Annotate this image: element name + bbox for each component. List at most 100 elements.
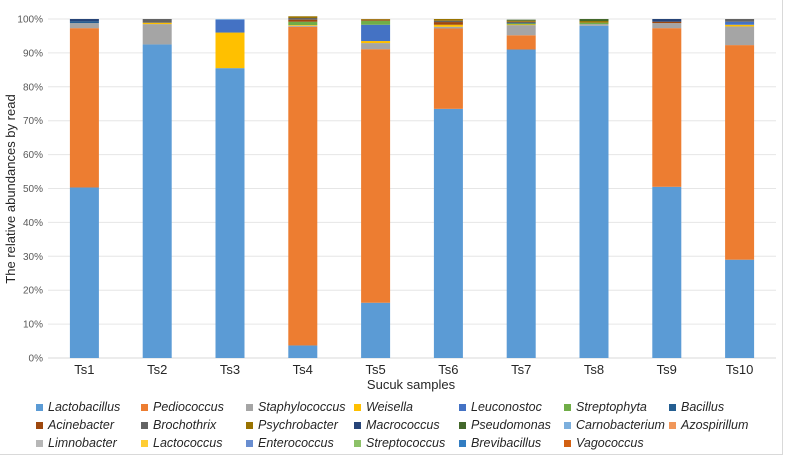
bar-segment-staphylococcus	[142, 24, 172, 45]
legend-swatch	[564, 421, 571, 429]
x-tick-label: Ts6	[438, 362, 458, 377]
bar-segment-brochothrix	[142, 19, 172, 23]
legend-row: Lactobacillus Pediococcus Staphylococcus We…	[36, 398, 776, 416]
bar-segment-staphylococcus	[69, 23, 99, 29]
bar-segment-acinebacter	[288, 19, 318, 22]
legend-label: Limnobacter	[48, 436, 117, 450]
bar-segment-lactobacillus	[725, 259, 755, 358]
legend-swatch	[669, 403, 676, 411]
legend-swatch	[36, 421, 43, 429]
bar-segment-acinebacter	[506, 21, 536, 23]
x-axis-ticks: Ts1 Ts2 Ts3 Ts4 Ts5 Ts6 Ts7 Ts8 Ts9 Ts10	[74, 362, 753, 377]
legend-item: Weisella	[354, 400, 459, 414]
legend-label: Acinebacter	[48, 418, 115, 432]
y-tick-label: 90%	[23, 48, 43, 59]
y-tick-label: 100%	[17, 15, 43, 26]
legend-swatch	[459, 439, 466, 447]
bar-stack-ts7	[506, 19, 536, 358]
y-tick-label: 70%	[23, 116, 43, 127]
bar-segment-leuconostoc	[215, 19, 245, 33]
bar-segment-pediococcus	[725, 45, 755, 260]
legend-row: Acinebacter Brochothrix Psychrobacter Macro…	[36, 416, 776, 434]
bar-segment-weisella	[361, 41, 391, 44]
legend-swatch	[36, 439, 43, 447]
bar-segment-psychrobacter	[288, 16, 318, 18]
legend-item: Staphylococcus	[246, 400, 354, 414]
legend-swatch	[459, 421, 466, 429]
bar-segment-lactobacillus	[215, 68, 245, 358]
legend-item: Bacillus	[669, 400, 774, 414]
bar-segment-leuconostoc	[725, 21, 755, 25]
legend-item: Azospirillum	[669, 418, 774, 432]
bar-stack-ts1	[69, 19, 99, 358]
legend-item: Streptophyta	[564, 400, 669, 414]
legend-item: Brochothrix	[141, 418, 246, 432]
legend-label: Brevibacillus	[471, 436, 542, 450]
legend-item: Pediococcus	[141, 400, 246, 414]
bar-segment-lactobacillus	[361, 302, 391, 358]
legend: Lactobacillus Pediococcus Staphylococcus We…	[36, 398, 776, 452]
bar-segment-pediococcus	[69, 28, 99, 188]
bar-segment-bacillus	[506, 22, 536, 24]
x-tick-label: Ts10	[726, 362, 753, 377]
legend-swatch	[354, 403, 361, 411]
legend-item: Streptococcus	[354, 436, 459, 450]
bar-segment-staphylococcus	[506, 25, 536, 36]
legend-swatch	[459, 403, 466, 411]
bar-stack-ts8	[579, 19, 609, 359]
bar-stack-ts3	[215, 19, 245, 358]
legend-row: Limnobacter Lactococcus Enterococcus Strept…	[36, 434, 776, 452]
bar-segment-psychrobacter	[361, 19, 391, 20]
bar-segment-bacillus	[69, 21, 99, 24]
legend-item: Psychrobacter	[246, 418, 354, 432]
legend-swatch	[354, 421, 361, 429]
legend-label: Leuconostoc	[471, 400, 542, 414]
legend-label: Lactobacillus	[48, 400, 121, 414]
legend-swatch	[354, 439, 361, 447]
bar-segment-pediococcus	[361, 49, 391, 303]
legend-swatch	[141, 421, 148, 429]
bar-segment-pseudomonas	[506, 19, 536, 21]
bar-stack-ts6	[433, 19, 463, 359]
bar-segment-lactobacillus	[579, 25, 609, 359]
bar-segment-weisella	[725, 24, 755, 27]
legend-label: Brochothrix	[153, 418, 217, 432]
bar-segment-leuconostoc	[361, 24, 391, 42]
bar-segment-macrococcus	[69, 19, 99, 22]
legend-swatch	[564, 403, 571, 411]
bar-segment-lactobacillus	[652, 186, 682, 358]
legend-swatch	[141, 439, 148, 447]
y-tick-label: 0%	[29, 354, 44, 365]
bar-segment-staphylococcus	[579, 24, 609, 26]
legend-swatch	[36, 403, 43, 411]
bar-segment-brochothrix	[433, 20, 463, 23]
y-axis-label: The relative abundances by read	[3, 94, 18, 283]
legend-label: Lactococcus	[153, 436, 223, 450]
bar-segment-psychrobacter	[579, 21, 609, 23]
x-tick-label: Ts5	[365, 362, 385, 377]
legend-item: Leuconostoc	[459, 400, 564, 414]
bar-segment-staphylococcus	[725, 26, 755, 46]
legend-item: Lactobacillus	[36, 400, 141, 414]
x-tick-label: Ts2	[147, 362, 167, 377]
bar-segment-pseudomonas	[579, 19, 609, 22]
x-tick-label: Ts4	[293, 362, 313, 377]
bar-segment-streptophyta	[579, 22, 609, 25]
legend-label: Vagococcus	[576, 436, 644, 450]
legend-item: Enterococcus	[246, 436, 354, 450]
legend-label: Streptococcus	[366, 436, 446, 450]
legend-label: Azospirillum	[681, 418, 749, 432]
legend-item: Brevibacillus	[459, 436, 564, 450]
bars	[69, 16, 755, 359]
x-axis-label: Sucuk samples	[367, 377, 456, 392]
bar-stack-ts9	[652, 19, 682, 358]
stacked-bar-chart: 0% 10% 20% 30% 40% 50% 60% 70% 80% 90% 100% Ts1 Ts2…	[3, 15, 776, 392]
bar-segment-macrococcus	[652, 19, 682, 22]
bar-segment-staphylococcus	[361, 43, 391, 50]
legend-label: Weisella	[366, 400, 414, 414]
bar-segment-lactobacillus	[288, 345, 318, 358]
x-tick-label: Ts9	[657, 362, 677, 377]
bar-segment-pediococcus	[652, 28, 682, 187]
legend-label: Macrococcus	[366, 418, 440, 432]
